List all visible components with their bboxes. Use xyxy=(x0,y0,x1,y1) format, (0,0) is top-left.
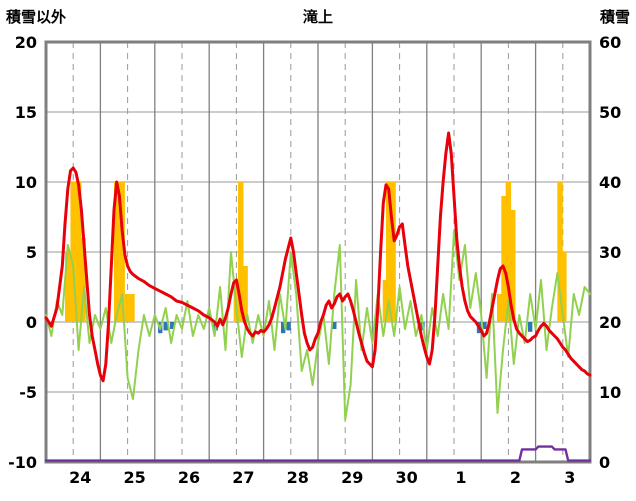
orange-bar-series xyxy=(238,182,244,322)
blue-bar-series xyxy=(286,322,291,331)
x-tick-label: 3 xyxy=(564,468,575,487)
orange-bar-series xyxy=(510,210,516,322)
red-series-line xyxy=(44,131,592,383)
left-tick-label: 0 xyxy=(26,313,37,332)
blue-bar-series xyxy=(281,322,286,334)
blue-bar-series xyxy=(482,322,487,329)
right-tick-label: 20 xyxy=(599,313,621,332)
left-tick-label: 10 xyxy=(15,173,37,192)
orange-bar-series xyxy=(80,238,86,322)
orange-bar-series xyxy=(505,182,512,322)
blue-bar-series xyxy=(163,322,168,331)
blue-bar-series xyxy=(527,322,533,332)
green-series-line xyxy=(45,230,591,421)
snow-depth-line xyxy=(44,445,592,462)
x-tick-label: 25 xyxy=(123,468,145,487)
x-tick-label: 26 xyxy=(178,468,200,487)
left-tick-label: -10 xyxy=(8,453,37,472)
x-tick-label: 29 xyxy=(341,468,363,487)
right-tick-label: 0 xyxy=(599,453,610,472)
right-tick-label: 10 xyxy=(599,383,621,402)
right-tick-label: 40 xyxy=(599,173,621,192)
orange-bar-series xyxy=(119,182,125,322)
orange-bar-series xyxy=(382,280,389,322)
plot-frame xyxy=(44,40,592,464)
orange-bar-series xyxy=(124,294,131,322)
orange-bar-series xyxy=(75,182,82,322)
chart-title: 滝上 xyxy=(302,8,333,26)
x-tick-label: 28 xyxy=(287,468,309,487)
orange-bar-series xyxy=(129,294,135,322)
orange-bar-series xyxy=(386,182,392,322)
right-tick-label: 50 xyxy=(599,103,621,122)
right-tick-label: 60 xyxy=(599,33,621,52)
blue-bar-series xyxy=(332,322,337,329)
x-tick-label: 24 xyxy=(69,468,91,487)
orange-bar-series xyxy=(65,252,71,322)
right-tick-label: 30 xyxy=(599,243,621,262)
orange-bar-series xyxy=(114,182,120,322)
orange-bar-series xyxy=(561,252,567,322)
x-tick-label: 2 xyxy=(510,468,521,487)
left-axis-title: 積雪以外 xyxy=(6,8,67,26)
x-tick-label: 30 xyxy=(395,468,417,487)
x-tick-label: 27 xyxy=(232,468,254,487)
orange-bar-series xyxy=(501,196,507,322)
x-tick-label: 1 xyxy=(455,468,466,487)
orange-bar-series xyxy=(390,182,396,322)
left-tick-label: -5 xyxy=(19,383,37,402)
left-tick-label: 20 xyxy=(15,33,37,52)
orange-bar-series xyxy=(70,182,76,322)
orange-bar-series xyxy=(557,182,563,322)
right-axis-title: 積雪 xyxy=(599,8,630,26)
blue-bar-series xyxy=(170,322,175,329)
left-tick-label: 5 xyxy=(26,243,37,262)
orange-bar-series xyxy=(496,294,503,322)
left-tick-label: 15 xyxy=(15,103,37,122)
orange-bar-series xyxy=(242,266,248,322)
